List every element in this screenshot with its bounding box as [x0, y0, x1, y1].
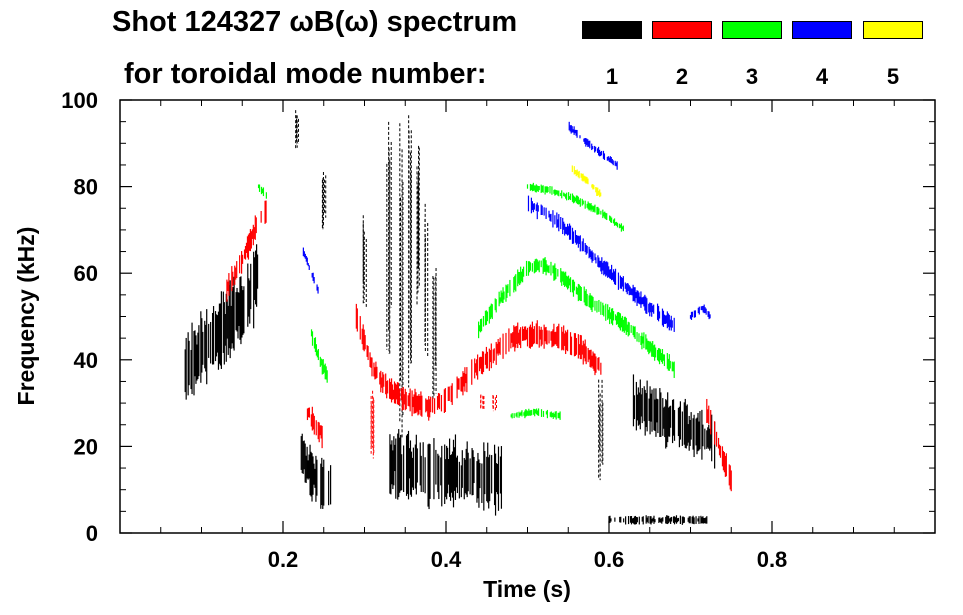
x-tick-label: 0.6 [594, 547, 625, 572]
chart-title-line2: for toroidal mode number: [124, 58, 487, 90]
legend-label-mode-1: 1 [605, 64, 619, 89]
legend-label-mode-3: 3 [745, 64, 759, 89]
legend-label-mode-5: 5 [886, 64, 900, 89]
x-tick-label: 0.2 [268, 547, 299, 572]
legend-label-mode-4: 4 [815, 64, 829, 89]
x-axis-label: Time (s) [483, 576, 571, 602]
y-tick-label: 60 [74, 261, 98, 286]
y-tick-label: 0 [86, 521, 98, 546]
y-tick-label: 80 [74, 175, 98, 200]
series-n=4 [302, 121, 711, 332]
legend-swatch-mode-5 [863, 21, 923, 39]
legend-swatch-mode-2 [652, 21, 712, 39]
y-tick-label: 20 [74, 434, 98, 459]
series-n=2 [226, 200, 732, 492]
legend-label-mode-2: 2 [675, 64, 689, 89]
chart-title-line1: Shot 124327 ωB(ω) spectrum [112, 6, 518, 38]
legend-swatch-mode-3 [722, 21, 782, 39]
legend-swatch-mode-1 [582, 21, 642, 39]
legend-swatch-mode-4 [792, 21, 852, 39]
series-n=1 [184, 110, 716, 525]
y-tick-label: 40 [74, 348, 98, 373]
series-n=5 [571, 165, 602, 198]
x-tick-label: 0.4 [431, 547, 462, 572]
y-axis-label: Frequency (kHz) [13, 227, 39, 406]
series-n=3 [257, 182, 675, 420]
x-tick-label: 0.8 [757, 547, 788, 572]
y-tick-label: 100 [61, 88, 98, 113]
